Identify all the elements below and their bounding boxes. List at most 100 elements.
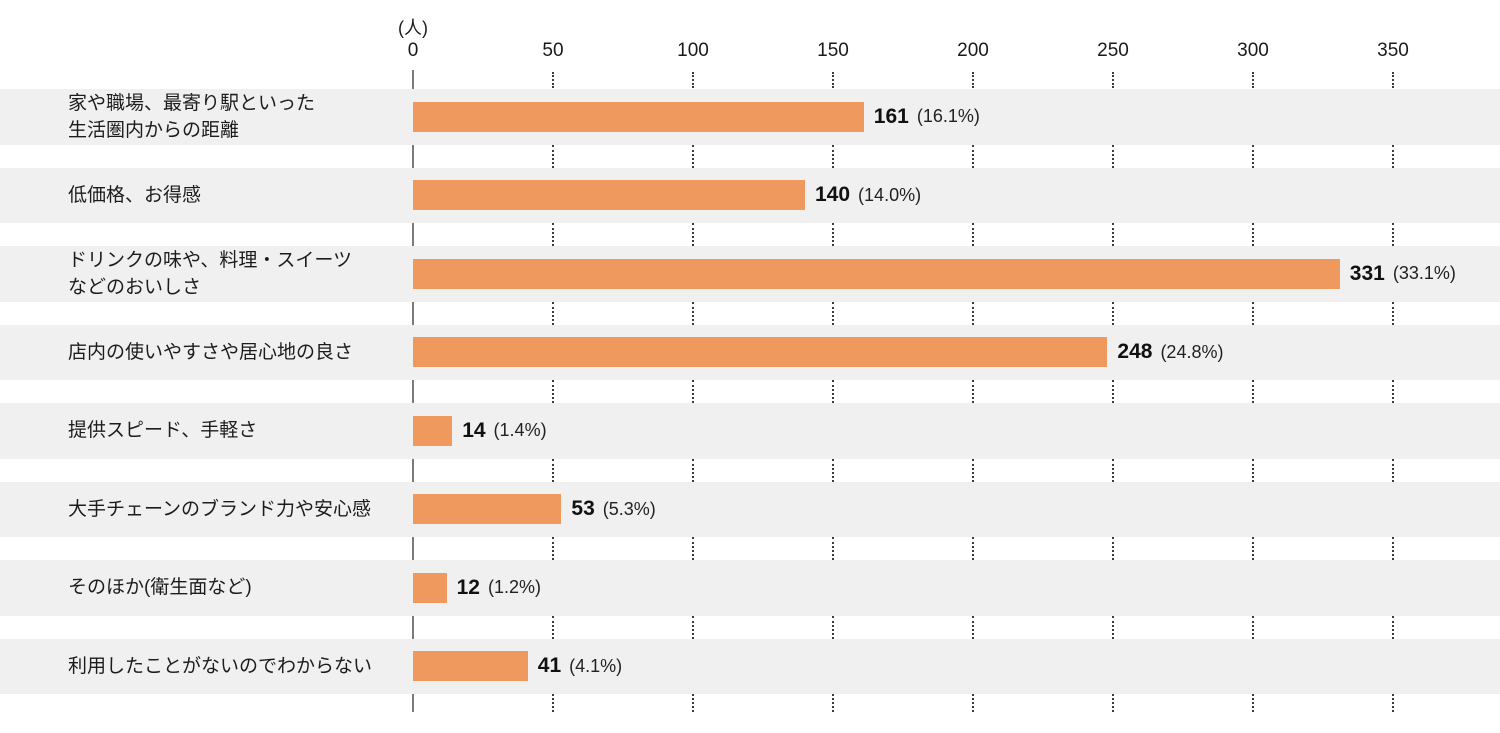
gridline-dotted-segment — [552, 458, 554, 482]
gridline-dotted-segment — [1252, 223, 1254, 246]
x-tick-label: 100 — [677, 40, 709, 61]
gridline-dotted-segment — [1112, 301, 1114, 325]
gridline-dotted-segment — [1392, 301, 1394, 325]
gridline-dotted-segment — [1112, 223, 1114, 246]
gridline-dotted-segment — [692, 458, 694, 482]
gridline-dotted-segment — [1392, 380, 1394, 403]
gridline-dotted-segment — [692, 72, 694, 88]
x-tick-label: 300 — [1237, 40, 1269, 61]
category-row-stripe — [0, 638, 1500, 694]
gridline-dotted-segment — [1112, 458, 1114, 482]
gridline-dotted-segment — [1392, 72, 1394, 88]
bar-value-number: 161 — [873, 104, 909, 128]
bar-value-number: 140 — [815, 183, 851, 207]
gridline-dotted-segment — [832, 537, 834, 560]
bar-value-percent: (5.3%) — [602, 498, 656, 519]
bar — [413, 180, 805, 211]
x-tick-label: 200 — [957, 40, 989, 61]
gridline-dotted-segment — [552, 537, 554, 560]
bar — [413, 651, 528, 682]
gridline-dotted-segment — [1252, 694, 1254, 712]
category-row-stripe — [0, 481, 1500, 537]
gridline-dotted-segment — [972, 72, 974, 88]
x-tick-label: 0 — [407, 40, 419, 61]
gridline-dotted-segment — [972, 615, 974, 639]
bar-value-percent: (1.2%) — [487, 577, 541, 598]
gridline-dotted-segment — [1112, 144, 1114, 168]
bar-value-number: 53 — [571, 497, 595, 521]
category-label: 大手チェーンのブランド力や安心感 — [68, 498, 372, 520]
gridline-dotted-segment — [1112, 694, 1114, 712]
bar — [413, 572, 447, 603]
x-tick-label: 250 — [1097, 40, 1129, 61]
gridline-dotted-segment — [552, 615, 554, 639]
gridline-dotted-segment — [972, 380, 974, 403]
category-label: 提供スピード、手軽さ — [68, 420, 258, 442]
axis-unit-label: (人) — [398, 18, 428, 38]
gridline-dotted-segment — [552, 223, 554, 246]
gridline-dotted-segment — [552, 301, 554, 325]
gridline-dotted-segment — [1112, 537, 1114, 560]
bar — [413, 415, 453, 446]
gridline-dotted-segment — [1392, 694, 1394, 712]
gridline-dotted-segment — [832, 380, 834, 403]
bar-value-number: 14 — [462, 418, 486, 442]
gridline-dotted-segment — [1252, 72, 1254, 88]
bar-value-percent: (24.8%) — [1160, 341, 1224, 362]
bar-value-label: 140 (14.0%) — [815, 168, 921, 224]
gridline-dotted-segment — [832, 72, 834, 88]
gridline-dotted-segment — [552, 72, 554, 88]
bar-value-percent: (16.1%) — [916, 106, 980, 127]
bar-value-percent: (1.4%) — [493, 420, 547, 441]
gridline-dotted-segment — [692, 694, 694, 712]
bar-value-label: 248 (24.8%) — [1117, 325, 1223, 381]
bar — [413, 258, 1340, 289]
gridline-dotted-segment — [1112, 72, 1114, 88]
gridline-dotted-segment — [1252, 537, 1254, 560]
gridline-dotted-segment — [692, 144, 694, 168]
gridline-dotted-segment — [832, 223, 834, 246]
gridline-dotted-segment — [972, 458, 974, 482]
gridline-dotted-segment — [692, 301, 694, 325]
gridline-dotted-segment — [1252, 458, 1254, 482]
gridline-dotted-segment — [1252, 301, 1254, 325]
category-row-stripe — [0, 403, 1500, 459]
bar-value-label: 161 (16.1%) — [874, 89, 980, 145]
gridline-dotted-segment — [552, 380, 554, 403]
gridline-dotted-segment — [1392, 615, 1394, 639]
gridline-dotted-segment — [1392, 537, 1394, 560]
category-row-stripe — [0, 560, 1500, 616]
gridline-dotted-segment — [972, 301, 974, 325]
gridline-dotted-segment — [972, 144, 974, 168]
category-label: そのほか(衛生面など) — [68, 577, 252, 599]
bar-value-number: 12 — [456, 575, 480, 599]
gridline-dotted-segment — [1252, 144, 1254, 168]
bar-value-label: 14 (1.4%) — [462, 403, 546, 459]
gridline-dotted-segment — [1112, 380, 1114, 403]
category-label: 家や職場、最寄り駅といった 生活圏内からの距離 — [68, 92, 316, 141]
gridline-dotted-segment — [1392, 223, 1394, 246]
gridline-dotted-segment — [692, 537, 694, 560]
bar-value-percent: (14.0%) — [858, 184, 922, 205]
x-tick-label: 150 — [817, 40, 849, 61]
bar-value-label: 41 (4.1%) — [538, 639, 622, 695]
gridline-dotted-segment — [832, 694, 834, 712]
bar-value-label: 12 (1.2%) — [457, 560, 541, 616]
bar-value-label: 331 (33.1%) — [1350, 246, 1456, 302]
bar-value-number: 248 — [1117, 340, 1153, 364]
bar-value-label: 53 (5.3%) — [571, 482, 655, 538]
gridline-dotted-segment — [832, 615, 834, 639]
bar — [413, 494, 562, 525]
x-tick-label: 350 — [1377, 40, 1409, 61]
bar — [413, 101, 864, 132]
gridline-dotted-segment — [832, 144, 834, 168]
y-axis-line — [412, 70, 414, 712]
gridline-dotted-segment — [692, 223, 694, 246]
bar-value-number: 41 — [537, 654, 562, 678]
gridline-dotted-segment — [692, 380, 694, 403]
category-label: 利用したことがないのでわからない — [68, 655, 373, 677]
gridline-dotted-segment — [692, 615, 694, 639]
bar-value-percent: (33.1%) — [1392, 263, 1456, 284]
gridline-dotted-segment — [1112, 615, 1114, 639]
